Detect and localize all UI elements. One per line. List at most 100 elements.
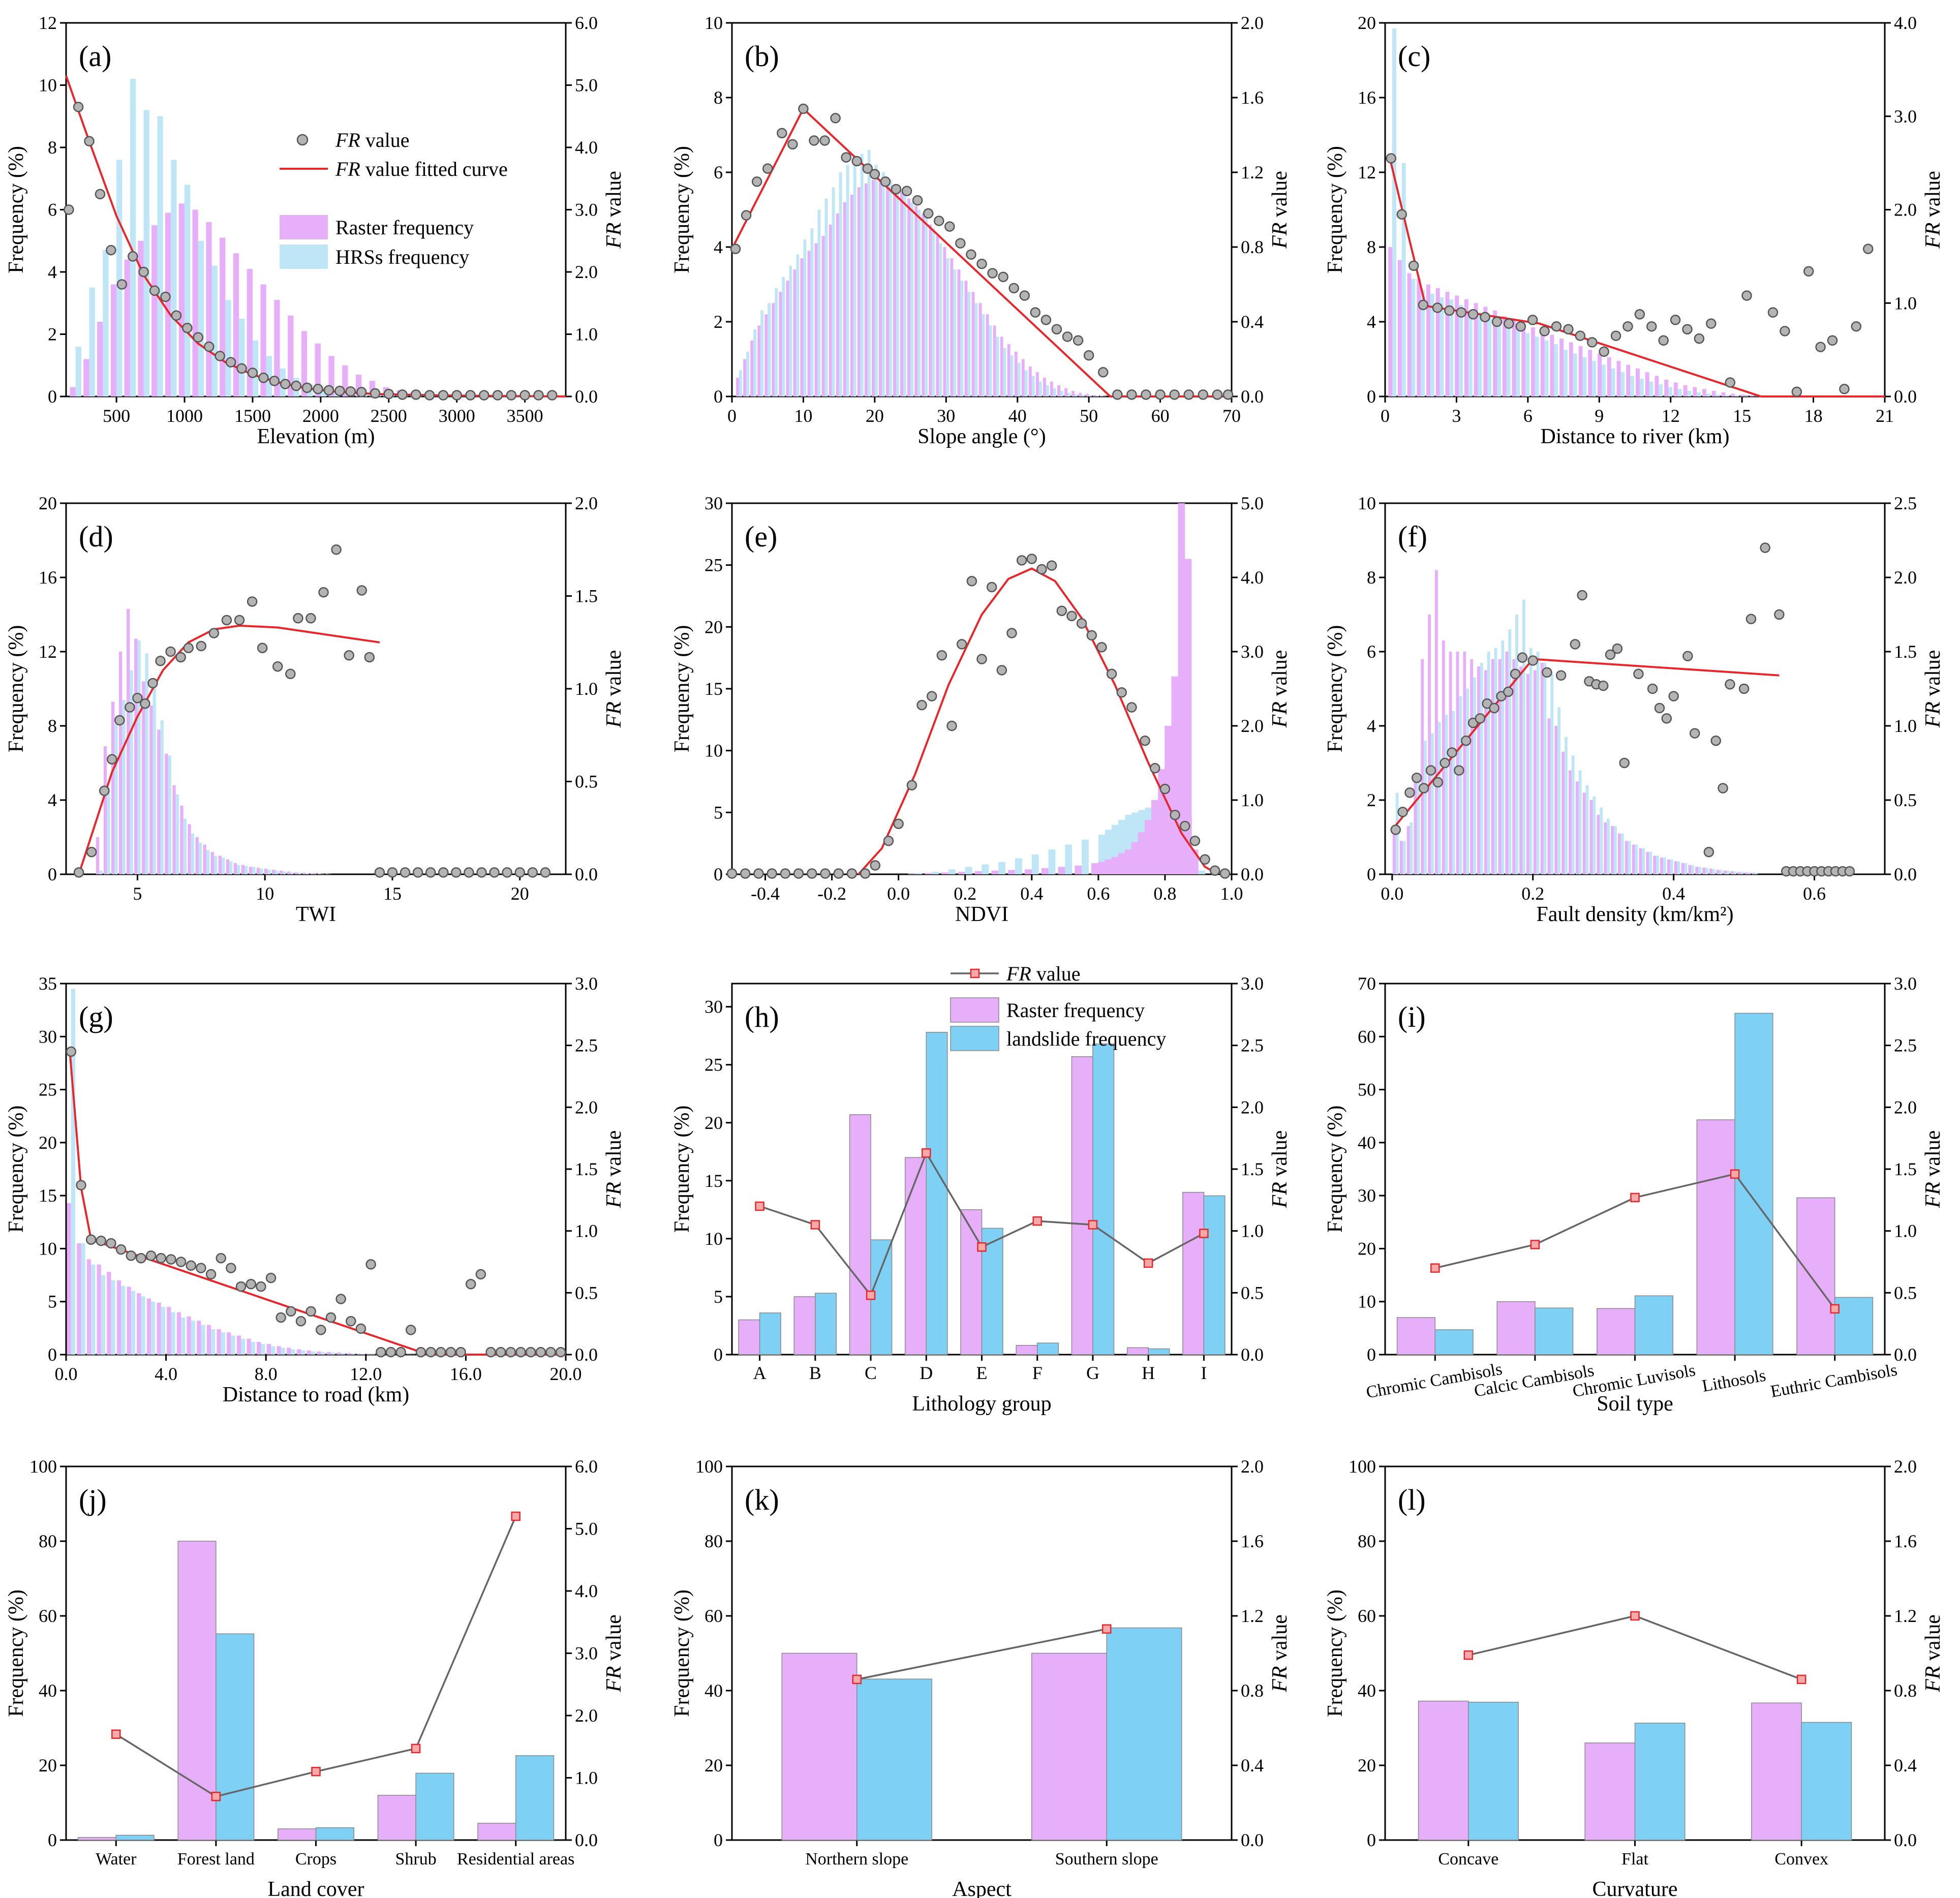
raster-bar [96, 837, 100, 874]
raster-bar [77, 1837, 117, 1841]
hrs-bar [910, 202, 913, 396]
hrs-bar [1198, 870, 1206, 874]
hrs-bar [191, 833, 195, 874]
fr-point [506, 390, 517, 401]
y2-tick-label: 2.5 [1894, 493, 1917, 513]
fr-point [208, 628, 220, 638]
y-tick-label: 40 [705, 1680, 723, 1701]
x-tick-label: 5 [133, 883, 142, 904]
hrs-bar [1635, 844, 1638, 874]
y-axis-label: Frequency (%) [5, 146, 28, 273]
raster-bar [274, 300, 280, 396]
fr-point [527, 867, 538, 878]
fr-point [1180, 820, 1190, 832]
raster-bar [1561, 752, 1565, 874]
y2-tick-label: 2.0 [1894, 1097, 1917, 1117]
y-tick-label: 35 [39, 973, 57, 994]
hrs-bar [1516, 329, 1520, 396]
fr-point [269, 376, 280, 386]
raster-bar [157, 729, 161, 874]
hrs-bar [1571, 755, 1575, 874]
raster-bar [157, 1302, 161, 1355]
raster-bar [1086, 393, 1089, 396]
raster-bar [1098, 862, 1105, 874]
fr-point [870, 860, 881, 871]
y2-axis-label: FR value [1268, 171, 1292, 249]
fr-point [956, 639, 967, 650]
raster-bar [900, 191, 904, 396]
panel-i: 0 10 20 30 40 50 60 70 0.0 0.5 1.0 1.5 2.0 2.5 3.0 Soil… [1324, 973, 1945, 1416]
y2-tick-label: 0.0 [575, 1830, 598, 1850]
y-tick-label: 0 [1367, 1830, 1376, 1850]
y2-tick-label: 1.5 [1241, 1159, 1264, 1179]
fr-point [1694, 333, 1705, 344]
hrs-bar [1459, 304, 1463, 396]
fr-point [1116, 687, 1127, 698]
y-axis-label: Frequency (%) [1324, 1589, 1347, 1717]
fr-point [318, 587, 329, 598]
legend-hrs-swatch [280, 244, 328, 269]
fr-point [215, 351, 225, 361]
x-tick-label: 3000 [439, 406, 475, 426]
raster-bar [1751, 1702, 1802, 1841]
raster-bar [1075, 865, 1082, 874]
fr-point [479, 390, 489, 401]
fr-point [1447, 747, 1457, 758]
fr-point [99, 785, 110, 796]
hrs-bar [198, 842, 202, 874]
hrs-bar [321, 1352, 325, 1355]
panel-label: (f) [1398, 520, 1427, 553]
raster-bar [167, 1307, 171, 1355]
hrs-bar [1046, 385, 1049, 396]
hrs-bar [824, 198, 828, 396]
hrs-bar [1401, 163, 1406, 396]
fr-point [1504, 318, 1514, 329]
category-label: D [920, 1363, 933, 1383]
landslide-bar [216, 1633, 255, 1841]
hrs-bar [244, 866, 248, 874]
fr-point [86, 846, 97, 858]
fr-point [946, 720, 957, 731]
hrs-bar [261, 1344, 265, 1355]
fr-point [485, 1346, 496, 1358]
raster-bar [227, 1332, 231, 1355]
fr-point [851, 156, 862, 167]
y-tick-label: 10 [39, 1238, 57, 1259]
raster-bar [134, 638, 138, 874]
raster-bar [287, 1348, 291, 1355]
fr-point [1827, 335, 1838, 346]
raster-bar [1578, 346, 1583, 396]
fr-point [1612, 643, 1623, 654]
y2-tick-label: 0.8 [1894, 1680, 1917, 1701]
panel-label: (c) [1398, 40, 1430, 73]
panel-f: 0 2 4 6 8 10 0.0 0.5 1.0 1.5 2.0 2.5 Fault density (… [1324, 493, 1945, 926]
legend-raster-swatch [950, 997, 999, 1023]
fr-point [1026, 554, 1037, 564]
raster-bar [1417, 279, 1421, 396]
y2-tick-label: 1.6 [1241, 87, 1264, 108]
fr-point [535, 1346, 546, 1358]
x-axis-label: Soil type [1597, 1392, 1673, 1416]
hrs-bar [1628, 841, 1631, 874]
fr-point [545, 1346, 556, 1358]
legend: FR value FR value fitted curve Raster freq… [280, 129, 508, 269]
fr-point [1096, 641, 1107, 653]
y2-tick-label: 2.0 [575, 493, 598, 513]
fr-point [165, 646, 176, 657]
fr-point [147, 678, 158, 689]
hrs-bar [953, 269, 957, 396]
raster-bar [907, 198, 911, 396]
raster-bar [287, 871, 291, 874]
raster-bar [958, 872, 965, 874]
fr-point [424, 390, 435, 401]
panel-d: 0 4 8 12 16 20 0.0 0.5 1.0 1.5 2.0 TWI Frequency (%)… [5, 493, 626, 926]
y2-tick-label: 1.0 [575, 324, 598, 345]
hrs-bar [183, 818, 187, 874]
raster-bar [1144, 819, 1152, 874]
raster-bar [1035, 372, 1039, 396]
fr-point [411, 389, 421, 400]
y2-axis-label: FR value [1921, 171, 1945, 249]
category-label: G [1086, 1363, 1099, 1383]
plot-frame [65, 502, 567, 875]
hrs-bar [371, 1354, 375, 1355]
